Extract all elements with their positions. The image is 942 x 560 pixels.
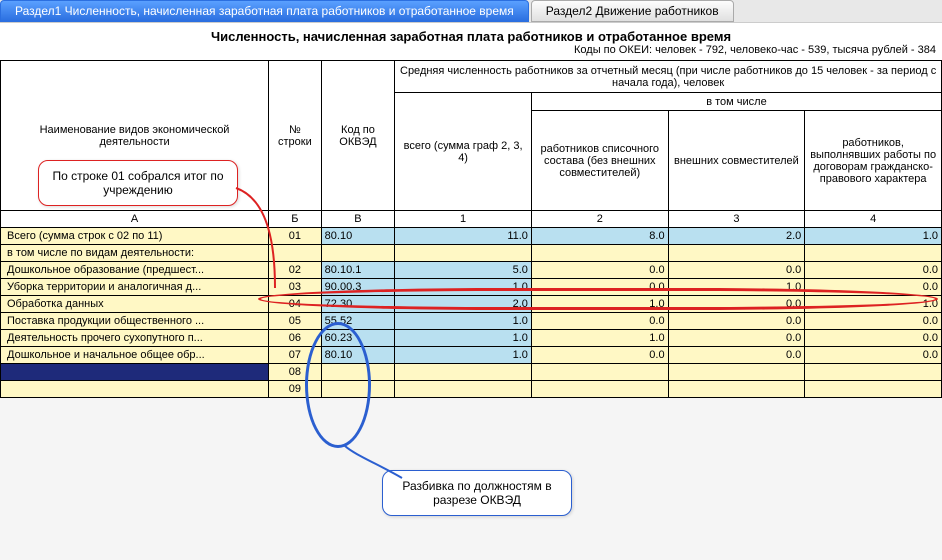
cell-name: Поставка продукции общественного ...: [1, 313, 269, 330]
cell-no: 04: [269, 296, 322, 313]
cell-v2[interactable]: 0.0: [531, 347, 668, 364]
cell-v2[interactable]: 0.0: [531, 279, 668, 296]
row-total[interactable]: Всего (сумма строк с 02 по 11) 01 80.10 …: [1, 228, 942, 245]
cell-v4[interactable]: 0.0: [805, 347, 942, 364]
cell-v2[interactable]: 0.0: [531, 313, 668, 330]
cell-v2[interactable]: 1.0: [531, 296, 668, 313]
cell-v4[interactable]: 0.0: [805, 262, 942, 279]
cell-okved[interactable]: 80.10: [321, 228, 395, 245]
cell-v4[interactable]: 0.0: [805, 279, 942, 296]
cell-v1[interactable]: [395, 381, 532, 398]
cell-no: 02: [269, 262, 322, 279]
cell-v4[interactable]: [805, 364, 942, 381]
tab-section1[interactable]: Раздел1 Численность, начисленная заработ…: [0, 0, 529, 22]
tab-bar: Раздел1 Численность, начисленная заработ…: [0, 0, 942, 23]
cell-v3[interactable]: 0.0: [668, 296, 805, 313]
hdr-rowno: № строки: [269, 61, 322, 211]
cell-v4[interactable]: 1.0: [805, 296, 942, 313]
hdr-including: в том числе: [531, 93, 941, 111]
main-table: Наименование видов экономической деятель…: [0, 60, 942, 398]
cell-v1[interactable]: [395, 364, 532, 381]
cell-okved[interactable]: [321, 364, 395, 381]
cell-name[interactable]: [1, 381, 269, 398]
cell-v2[interactable]: 8.0: [531, 228, 668, 245]
table-row[interactable]: 09: [1, 381, 942, 398]
cell-name: Всего (сумма строк с 02 по 11): [1, 228, 269, 245]
cell-v3[interactable]: 0.0: [668, 347, 805, 364]
cell-v1[interactable]: 1.0: [395, 330, 532, 347]
cell-okved[interactable]: 55.52: [321, 313, 395, 330]
cell-name: Дошкольное образование (предшест...: [1, 262, 269, 279]
cell-subhdr: в том числе по видам деятельности:: [1, 245, 269, 262]
col-letter-A: А: [1, 211, 269, 228]
col-letter-3: 3: [668, 211, 805, 228]
cell-okved[interactable]: 80.10: [321, 347, 395, 364]
cell-v3[interactable]: 2.0: [668, 228, 805, 245]
hdr-avg-main: Средняя численность работников за отчетн…: [395, 61, 942, 93]
cell-v4[interactable]: [805, 381, 942, 398]
callout-blue: Разбивка по должностям в разрезе ОКВЭД: [382, 470, 572, 516]
column-letters-row: А Б В 1 2 3 4: [1, 211, 942, 228]
table-row[interactable]: Поставка продукции общественного ... 05 …: [1, 313, 942, 330]
cell-name: Уборка территории и аналогичная д...: [1, 279, 269, 296]
cell-name: Дошкольное и начальное общее обр...: [1, 347, 269, 364]
col-letter-B: Б: [269, 211, 322, 228]
cell-no: 05: [269, 313, 322, 330]
cell-v3[interactable]: 0.0: [668, 330, 805, 347]
cell-okved[interactable]: 80.10.1: [321, 262, 395, 279]
cell-v4[interactable]: 1.0: [805, 228, 942, 245]
col-letter-V: В: [321, 211, 395, 228]
cell-no: 07: [269, 347, 322, 364]
col-letter-4: 4: [805, 211, 942, 228]
table-wrap: Наименование видов экономической деятель…: [0, 60, 942, 398]
cell-v1[interactable]: 2.0: [395, 296, 532, 313]
cell-okved[interactable]: 90.00.3: [321, 279, 395, 296]
cell-v2[interactable]: [531, 381, 668, 398]
cell-okved[interactable]: 60.23: [321, 330, 395, 347]
hdr-inc1: работников списочного состава (без внешн…: [531, 111, 668, 211]
cell-name: Обработка данных: [1, 296, 269, 313]
hdr-inc3: работников, выполнявших работы по догово…: [805, 111, 942, 211]
cell-v1[interactable]: 1.0: [395, 279, 532, 296]
cell-v2[interactable]: [531, 364, 668, 381]
cell-okved[interactable]: 72.30: [321, 296, 395, 313]
cell-v2[interactable]: 0.0: [531, 262, 668, 279]
cell-v1[interactable]: 5.0: [395, 262, 532, 279]
cell-v3[interactable]: 0.0: [668, 313, 805, 330]
row-subheader: в том числе по видам деятельности:: [1, 245, 942, 262]
cell-name-dark[interactable]: [1, 364, 269, 381]
table-row[interactable]: Деятельность прочего сухопутного п... 06…: [1, 330, 942, 347]
cell-v4[interactable]: 0.0: [805, 313, 942, 330]
cell-v3[interactable]: [668, 381, 805, 398]
cell-okved[interactable]: [321, 381, 395, 398]
cell-v2[interactable]: 1.0: [531, 330, 668, 347]
callout-red: По строке 01 собрался итог по учреждению: [38, 160, 238, 206]
codes-line: Коды по ОКЕИ: человек - 792, человеко-ча…: [0, 44, 942, 60]
page-title: Численность, начисленная заработная плат…: [0, 23, 942, 44]
table-row[interactable]: Обработка данных 04 72.30 2.0 1.0 0.0 1.…: [1, 296, 942, 313]
cell-no: 09: [269, 381, 322, 398]
cell-no: 01: [269, 228, 322, 245]
col-letter-2: 2: [531, 211, 668, 228]
table-row[interactable]: Дошкольное образование (предшест... 02 8…: [1, 262, 942, 279]
cell-v4[interactable]: 0.0: [805, 330, 942, 347]
table-row[interactable]: 08: [1, 364, 942, 381]
cell-v3[interactable]: 1.0: [668, 279, 805, 296]
cell-no: 06: [269, 330, 322, 347]
table-row[interactable]: Дошкольное и начальное общее обр... 07 8…: [1, 347, 942, 364]
cell-v3[interactable]: [668, 364, 805, 381]
hdr-inc2: внешних совместителей: [668, 111, 805, 211]
cell-no: 03: [269, 279, 322, 296]
cell-name: Деятельность прочего сухопутного п...: [1, 330, 269, 347]
table-row[interactable]: Уборка территории и аналогичная д... 03 …: [1, 279, 942, 296]
cell-v1[interactable]: 11.0: [395, 228, 532, 245]
cell-v1[interactable]: 1.0: [395, 347, 532, 364]
cell-no: 08: [269, 364, 322, 381]
cell-v3[interactable]: 0.0: [668, 262, 805, 279]
hdr-total-col: всего (сумма граф 2, 3, 4): [395, 93, 532, 211]
tab-section2[interactable]: Раздел2 Движение работников: [531, 0, 734, 22]
cell-v1[interactable]: 1.0: [395, 313, 532, 330]
col-letter-1: 1: [395, 211, 532, 228]
hdr-okved: Код по ОКВЭД: [321, 61, 395, 211]
